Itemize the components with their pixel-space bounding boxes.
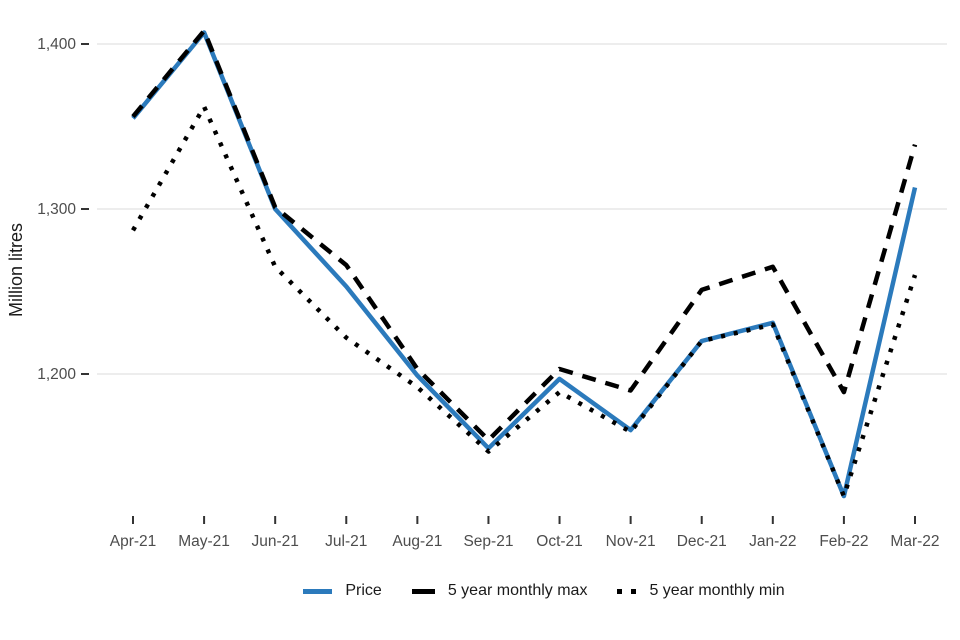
x-tick-label: Aug-21: [392, 533, 442, 550]
legend-item-max: 5 year monthly max: [411, 582, 588, 600]
x-tick-label: Jan-22: [749, 533, 796, 550]
x-tick-label: Jun-21: [251, 533, 298, 550]
price-line-swatch-icon: [303, 588, 333, 594]
x-tick-label: Jul-21: [325, 533, 367, 550]
legend-label-price: Price: [345, 582, 382, 599]
legend-label-max: 5 year monthly max: [447, 582, 588, 599]
chart-area: 1,200 1,300 1,400 Apr-21 May-21 Jun-21 Jul-21 A…: [6, 28, 947, 550]
y-tick-label: 1,300: [37, 201, 76, 218]
x-tick-label: Nov-21: [606, 533, 656, 550]
series-line-dashed: [131, 28, 918, 443]
legend-item-min: 5 year monthly min: [617, 582, 785, 600]
x-tick-label: Feb-22: [819, 533, 868, 550]
chart-legend: Price 5 year monthly max 5 year monthly …: [0, 582, 960, 600]
min-dot-swatch-icon: [617, 588, 637, 594]
x-tick-label: Oct-21: [536, 533, 583, 550]
y-tick-label: 1,400: [37, 36, 76, 53]
x-tick-label: Dec-21: [677, 533, 727, 550]
x-tick-label: Apr-21: [110, 533, 157, 550]
x-tick-label: May-21: [178, 533, 230, 550]
million-litres-line-chart: 1,200 1,300 1,400 Apr-21 May-21 Jun-21 Jul-21 A…: [6, 28, 947, 550]
y-tick-label: 1,200: [37, 366, 76, 383]
legend-item-price: Price: [303, 582, 382, 600]
x-tick-label: Mar-22: [890, 533, 939, 550]
series-line-dotted: [131, 104, 918, 499]
x-tick-label: Sep-21: [463, 533, 513, 550]
y-axis-title: Million litres: [6, 223, 26, 317]
max-dash-swatch-icon: [411, 588, 435, 594]
legend-label-min: 5 year monthly min: [649, 582, 785, 599]
series-line-solid: [131, 30, 918, 499]
